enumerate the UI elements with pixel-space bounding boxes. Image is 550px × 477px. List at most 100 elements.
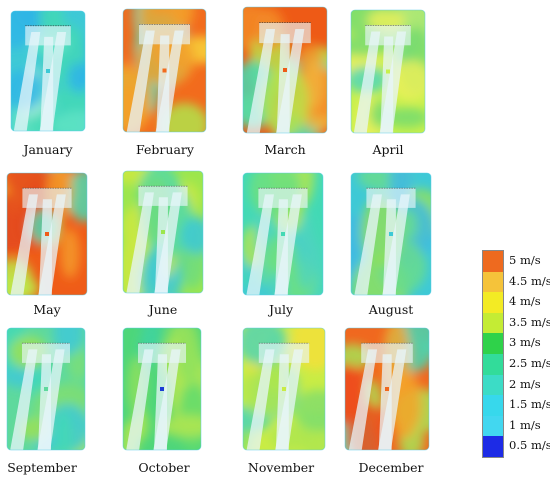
panel-august: [350, 172, 432, 296]
probe-marker: [45, 232, 49, 236]
building-wake: [126, 30, 155, 132]
building-block: [138, 343, 186, 363]
panel-october: [122, 327, 202, 451]
wind-speed-zone: [304, 56, 325, 110]
probe-marker: [389, 232, 393, 236]
wind-speed-zone: [67, 62, 85, 94]
month-label-february: February: [136, 142, 194, 157]
building-wake: [354, 194, 382, 295]
panel-outline: [6, 172, 88, 296]
wind-speed-zone: [54, 410, 73, 450]
wind-field-map: [6, 172, 88, 296]
legend-swatch: [483, 436, 503, 457]
legend-swatch: [483, 415, 503, 437]
month-label-october: October: [138, 460, 190, 475]
panel-outline: [122, 327, 202, 451]
wind-speed-zone: [68, 347, 85, 381]
building-wake: [276, 34, 290, 133]
legend-label: 3 m/s: [509, 335, 541, 350]
month-label-march: March: [264, 142, 306, 157]
building-wake: [126, 192, 154, 293]
building-wake: [40, 36, 54, 131]
wind-field-map: [242, 172, 324, 296]
legend-label: 3.5 m/s: [509, 314, 550, 329]
building-block: [258, 188, 308, 208]
panel-outline: [242, 172, 324, 296]
building-wake: [38, 199, 52, 295]
building-wake: [353, 31, 381, 133]
panel-outline: [122, 8, 207, 133]
wind-field-map: [350, 172, 432, 296]
building-wake: [154, 197, 168, 293]
wind-speed-zone: [384, 107, 425, 128]
probe-marker: [385, 387, 389, 391]
wind-field-map: [10, 10, 86, 132]
panel-outline: [242, 6, 328, 134]
panel-december: [344, 327, 430, 451]
building-block: [25, 25, 71, 46]
building-wake: [378, 354, 392, 450]
panel-june: [122, 170, 204, 294]
legend-label: 4 m/s: [509, 294, 541, 309]
probe-marker: [386, 69, 390, 74]
month-label-april: April: [372, 142, 404, 157]
probe-marker: [161, 230, 165, 234]
legend-swatch: [483, 251, 503, 272]
month-label-june: June: [148, 302, 178, 317]
panel-january: [10, 10, 86, 132]
wind-field-map: [350, 9, 426, 134]
wind-field-map: [122, 327, 202, 451]
wind-speed-zone: [160, 103, 206, 132]
wind-field-map: [122, 170, 204, 294]
building-block: [365, 25, 411, 46]
wind-field-map: [122, 8, 207, 133]
building-wake: [380, 36, 394, 133]
legend-label: 1.5 m/s: [509, 397, 550, 412]
wind-speed-zone: [159, 415, 201, 438]
probe-marker: [160, 387, 164, 391]
building-wake: [382, 199, 396, 295]
wind-speed-zone: [67, 173, 87, 222]
building-wake: [126, 349, 154, 450]
building-wake: [275, 354, 289, 450]
wind-speed-zone: [296, 214, 315, 290]
month-label-november: November: [247, 460, 315, 475]
legend-label: 1 m/s: [509, 417, 541, 432]
panel-february: [122, 8, 207, 133]
month-label-december: December: [358, 460, 424, 475]
probe-marker: [282, 387, 286, 391]
wind-speed-zone: [293, 389, 325, 432]
building-block: [139, 24, 190, 45]
wind-speed-zone: [417, 328, 429, 355]
wind-field-map: [242, 6, 328, 134]
panel-september: [6, 327, 86, 451]
probe-marker: [281, 232, 285, 236]
legend-swatch: [483, 312, 503, 334]
wind-speed-zone: [60, 228, 80, 279]
panel-outline: [350, 9, 426, 134]
legend-swatch: [483, 271, 503, 293]
legend-swatch: [483, 354, 503, 375]
probe-marker: [283, 68, 287, 72]
wind-speed-zone: [178, 328, 201, 386]
wind-field-map: [242, 327, 326, 451]
legend-label: 4.5 m/s: [509, 273, 550, 288]
wind-speed-zone: [351, 245, 360, 280]
building-wake: [348, 349, 378, 450]
building-wake: [274, 199, 288, 295]
building-wake: [246, 29, 276, 133]
building-wake: [13, 31, 41, 131]
legend-label: 0.5 m/s: [509, 438, 550, 453]
panel-outline: [122, 170, 204, 294]
panel-outline: [6, 327, 86, 451]
probe-marker: [46, 69, 50, 73]
legend-swatch: [483, 374, 503, 396]
panel-april: [350, 9, 426, 134]
panel-outline: [10, 10, 86, 132]
color-scale-legend: [482, 250, 504, 458]
building-block: [258, 343, 310, 363]
building-wake: [246, 194, 274, 295]
panel-november: [242, 327, 326, 451]
month-label-september: September: [7, 460, 77, 475]
probe-marker: [44, 387, 48, 391]
